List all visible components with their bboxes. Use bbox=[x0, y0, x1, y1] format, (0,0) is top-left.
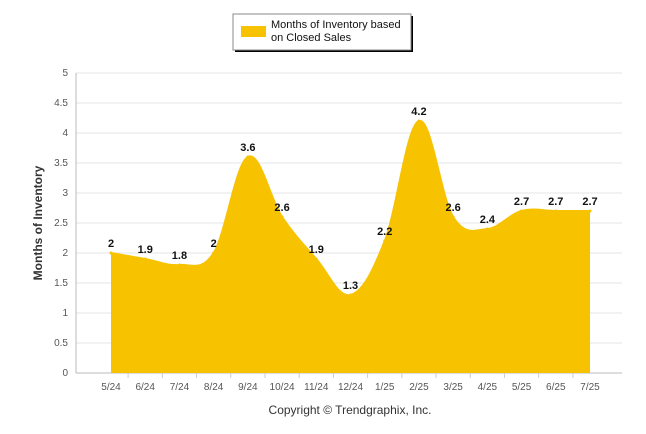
x-tick-label: 6/25 bbox=[546, 382, 566, 393]
series-area bbox=[109, 119, 592, 373]
legend: Months of Inventory based on Closed Sale… bbox=[232, 13, 413, 52]
series-area-fill bbox=[111, 120, 590, 373]
data-point bbox=[485, 227, 489, 231]
data-point bbox=[212, 251, 216, 255]
x-tick-label: 9/24 bbox=[238, 382, 258, 393]
data-point bbox=[177, 263, 181, 267]
data-label: 2 bbox=[108, 238, 114, 250]
x-tick-label: 3/25 bbox=[443, 382, 463, 393]
x-tick-label: 12/24 bbox=[338, 382, 363, 393]
y-tick-label: 2.5 bbox=[54, 218, 68, 229]
y-tick-label: 1.5 bbox=[54, 278, 68, 289]
copyright-footer: Copyright © Trendgraphix, Inc. bbox=[269, 403, 432, 417]
y-tick-label: 1 bbox=[62, 308, 68, 319]
data-point bbox=[588, 209, 592, 213]
x-tick-label: 10/24 bbox=[270, 382, 295, 393]
data-labels: 2 1.9 1.8 2 3.6 2.6 1.9 1.3 2.2 4.2 2.6 2.4 2.7 2.7 2.… bbox=[108, 106, 598, 292]
data-point bbox=[383, 239, 387, 243]
data-point bbox=[417, 119, 421, 123]
data-point bbox=[554, 209, 558, 213]
y-tick-label: 4.5 bbox=[54, 98, 68, 109]
data-point bbox=[109, 251, 113, 255]
data-label: 2.4 bbox=[480, 214, 496, 226]
x-tick-label: 2/25 bbox=[409, 382, 429, 393]
data-point bbox=[520, 209, 524, 213]
y-tick-label: 3 bbox=[62, 188, 68, 199]
data-label: 1.9 bbox=[309, 244, 324, 256]
x-tick-label: 5/24 bbox=[101, 382, 121, 393]
x-tick-label: 7/24 bbox=[170, 382, 190, 393]
x-tick-label: 7/25 bbox=[580, 382, 600, 393]
y-axis-title: Months of Inventory bbox=[31, 165, 45, 280]
data-label: 1.8 bbox=[172, 250, 187, 262]
data-point bbox=[143, 257, 147, 261]
y-tick-label: 5 bbox=[62, 68, 68, 79]
legend-label-line-2: on Closed Sales bbox=[271, 32, 352, 44]
data-label: 2 bbox=[211, 238, 217, 250]
y-tick-labels: 0 0.5 1 1.5 2 2.5 3 3.5 4 4.5 5 bbox=[54, 68, 68, 379]
data-label: 1.9 bbox=[138, 244, 153, 256]
data-label: 4.2 bbox=[411, 106, 426, 118]
x-tick-label: 1/25 bbox=[375, 382, 395, 393]
data-point bbox=[451, 215, 455, 219]
y-tick-label: 4 bbox=[62, 128, 68, 139]
series-line bbox=[110, 120, 590, 297]
data-point bbox=[314, 257, 318, 261]
y-tick-label: 2 bbox=[62, 248, 68, 259]
x-tick-labels: 5/24 6/24 7/24 8/24 9/24 10/24 11/24 12/24 1/25 2… bbox=[101, 382, 600, 393]
data-label: 2.7 bbox=[582, 196, 597, 208]
x-tick-label: 4/25 bbox=[478, 382, 498, 393]
x-tick-label: 8/24 bbox=[204, 382, 224, 393]
legend-swatch bbox=[241, 26, 266, 37]
data-label: 2.6 bbox=[274, 202, 289, 214]
x-tick-label: 6/24 bbox=[135, 382, 155, 393]
data-label: 2.7 bbox=[514, 196, 529, 208]
data-label: 2.6 bbox=[445, 202, 460, 214]
x-tick-label: 5/25 bbox=[512, 382, 532, 393]
legend-label-line-1: Months of Inventory based bbox=[271, 19, 401, 31]
data-label: 2.7 bbox=[548, 196, 563, 208]
data-point bbox=[280, 215, 284, 219]
data-label: 2.2 bbox=[377, 226, 392, 238]
data-point bbox=[349, 293, 352, 297]
data-label: 1.3 bbox=[343, 280, 358, 292]
x-tick-label: 11/24 bbox=[304, 382, 329, 393]
y-tick-label: 0 bbox=[62, 368, 68, 379]
data-label: 3.6 bbox=[240, 142, 255, 154]
y-tick-label: 0.5 bbox=[54, 338, 68, 349]
data-point bbox=[246, 155, 250, 159]
y-tick-label: 3.5 bbox=[54, 158, 68, 169]
